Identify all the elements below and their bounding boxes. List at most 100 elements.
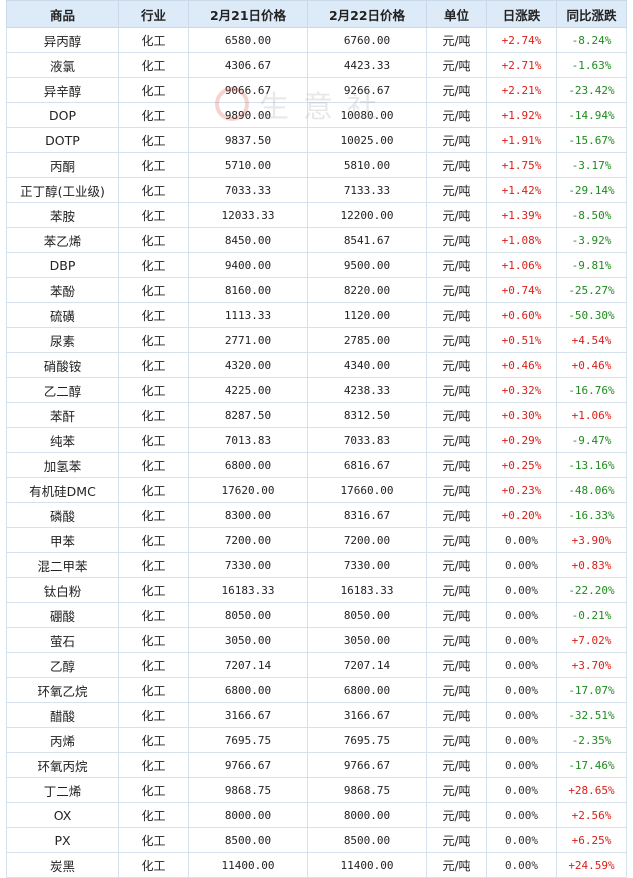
price-feb21-cell: 6800.00 [188, 677, 308, 703]
price-feb21-cell: 4320.00 [188, 352, 308, 378]
product-name-link[interactable]: 硼酸 [6, 602, 119, 628]
table-row: 混二甲苯 化工 7330.00 7330.00 元/吨 0.00% +0.83% [6, 552, 627, 578]
col-header-daily-change: 日涨跌 [486, 0, 557, 28]
unit-cell: 元/吨 [426, 702, 487, 728]
table-row: DBP 化工 9400.00 9500.00 元/吨 +1.06% -9.81% [6, 252, 627, 278]
price-feb21-cell: 8500.00 [188, 827, 308, 853]
price-feb22-cell: 3050.00 [307, 627, 427, 653]
unit-cell: 元/吨 [426, 802, 487, 828]
product-name-link[interactable]: 正丁醇(工业级) [6, 177, 119, 203]
yoy-change-cell: +1.06% [556, 402, 627, 428]
unit-cell: 元/吨 [426, 302, 487, 328]
product-name-link[interactable]: 液氯 [6, 52, 119, 78]
product-name-link[interactable]: 异辛醇 [6, 77, 119, 103]
yoy-change-cell: -23.42% [556, 77, 627, 103]
product-name-link[interactable]: 甲苯 [6, 527, 119, 553]
yoy-change-cell: -2.35% [556, 727, 627, 753]
price-feb21-cell: 8450.00 [188, 227, 308, 253]
industry-cell: 化工 [118, 302, 189, 328]
yoy-change-cell: +24.59% [556, 852, 627, 878]
unit-cell: 元/吨 [426, 152, 487, 178]
product-name-link[interactable]: DOP [6, 102, 119, 128]
table-row: 尿素 化工 2771.00 2785.00 元/吨 +0.51% +4.54% [6, 327, 627, 353]
daily-change-cell: +0.25% [486, 452, 557, 478]
table-row: 钛白粉 化工 16183.33 16183.33 元/吨 0.00% -22.20% [6, 577, 627, 603]
product-name-link[interactable]: 混二甲苯 [6, 552, 119, 578]
price-feb21-cell: 8000.00 [188, 802, 308, 828]
product-name-link[interactable]: 钛白粉 [6, 577, 119, 603]
daily-change-cell: 0.00% [486, 577, 557, 603]
product-name-link[interactable]: 苯乙烯 [6, 227, 119, 253]
unit-cell: 元/吨 [426, 652, 487, 678]
daily-change-cell: 0.00% [486, 852, 557, 878]
product-name-link[interactable]: OX [6, 802, 119, 828]
product-name-link[interactable]: 萤石 [6, 627, 119, 653]
table-row: DOTP 化工 9837.50 10025.00 元/吨 +1.91% -15.67% [6, 127, 627, 153]
price-table: 商品 行业 2月21日价格 2月22日价格 单位 日涨跌 同比涨跌 异丙醇 化工 6… [6, 0, 627, 878]
daily-change-cell: +0.51% [486, 327, 557, 353]
product-name-link[interactable]: DOTP [6, 127, 119, 153]
product-name-link[interactable]: 纯苯 [6, 427, 119, 453]
price-feb22-cell: 3166.67 [307, 702, 427, 728]
product-name-link[interactable]: 异丙醇 [6, 27, 119, 53]
price-feb22-cell: 8220.00 [307, 277, 427, 303]
industry-cell: 化工 [118, 827, 189, 853]
product-name-link[interactable]: 苯酚 [6, 277, 119, 303]
industry-cell: 化工 [118, 802, 189, 828]
industry-cell: 化工 [118, 677, 189, 703]
table-row: 有机硅DMC 化工 17620.00 17660.00 元/吨 +0.23% -48.06% [6, 477, 627, 503]
product-name-link[interactable]: 有机硅DMC [6, 477, 119, 503]
unit-cell: 元/吨 [426, 102, 487, 128]
industry-cell: 化工 [118, 552, 189, 578]
daily-change-cell: +2.74% [486, 27, 557, 53]
daily-change-cell: 0.00% [486, 802, 557, 828]
industry-cell: 化工 [118, 527, 189, 553]
table-row: PX 化工 8500.00 8500.00 元/吨 0.00% +6.25% [6, 827, 627, 853]
table-row: 正丁醇(工业级) 化工 7033.33 7133.33 元/吨 +1.42% -29.14% [6, 177, 627, 203]
price-feb21-cell: 7695.75 [188, 727, 308, 753]
yoy-change-cell: -0.21% [556, 602, 627, 628]
product-name-link[interactable]: 醋酸 [6, 702, 119, 728]
product-name-link[interactable]: 磷酸 [6, 502, 119, 528]
product-name-link[interactable]: 硫磺 [6, 302, 119, 328]
price-feb21-cell: 6580.00 [188, 27, 308, 53]
product-name-link[interactable]: 苯胺 [6, 202, 119, 228]
yoy-change-cell: -17.46% [556, 752, 627, 778]
table-row: 苯酐 化工 8287.50 8312.50 元/吨 +0.30% +1.06% [6, 402, 627, 428]
product-name-link[interactable]: 苯酐 [6, 402, 119, 428]
industry-cell: 化工 [118, 327, 189, 353]
price-feb22-cell: 5810.00 [307, 152, 427, 178]
industry-cell: 化工 [118, 52, 189, 78]
industry-cell: 化工 [118, 777, 189, 803]
product-name-link[interactable]: 尿素 [6, 327, 119, 353]
price-feb21-cell: 7207.14 [188, 652, 308, 678]
unit-cell: 元/吨 [426, 577, 487, 603]
product-name-link[interactable]: 炭黑 [6, 852, 119, 878]
product-name-link[interactable]: 环氧乙烷 [6, 677, 119, 703]
product-name-link[interactable]: 环氧丙烷 [6, 752, 119, 778]
product-name-link[interactable]: 丁二烯 [6, 777, 119, 803]
yoy-change-cell: -32.51% [556, 702, 627, 728]
daily-change-cell: +1.06% [486, 252, 557, 278]
product-name-link[interactable]: 乙二醇 [6, 377, 119, 403]
product-name-link[interactable]: 丙酮 [6, 152, 119, 178]
product-name-link[interactable]: DBP [6, 252, 119, 278]
product-name-link[interactable]: 乙醇 [6, 652, 119, 678]
product-name-link[interactable]: 丙烯 [6, 727, 119, 753]
price-feb21-cell: 16183.33 [188, 577, 308, 603]
daily-change-cell: +1.92% [486, 102, 557, 128]
unit-cell: 元/吨 [426, 827, 487, 853]
product-name-link[interactable]: 硝酸铵 [6, 352, 119, 378]
daily-change-cell: 0.00% [486, 777, 557, 803]
industry-cell: 化工 [118, 727, 189, 753]
unit-cell: 元/吨 [426, 227, 487, 253]
yoy-change-cell: -16.76% [556, 377, 627, 403]
product-name-link[interactable]: PX [6, 827, 119, 853]
price-feb22-cell: 12200.00 [307, 202, 427, 228]
table-row: 乙二醇 化工 4225.00 4238.33 元/吨 +0.32% -16.76% [6, 377, 627, 403]
price-feb21-cell: 8160.00 [188, 277, 308, 303]
unit-cell: 元/吨 [426, 727, 487, 753]
table-row: 萤石 化工 3050.00 3050.00 元/吨 0.00% +7.02% [6, 627, 627, 653]
product-name-link[interactable]: 加氢苯 [6, 452, 119, 478]
price-feb22-cell: 8000.00 [307, 802, 427, 828]
